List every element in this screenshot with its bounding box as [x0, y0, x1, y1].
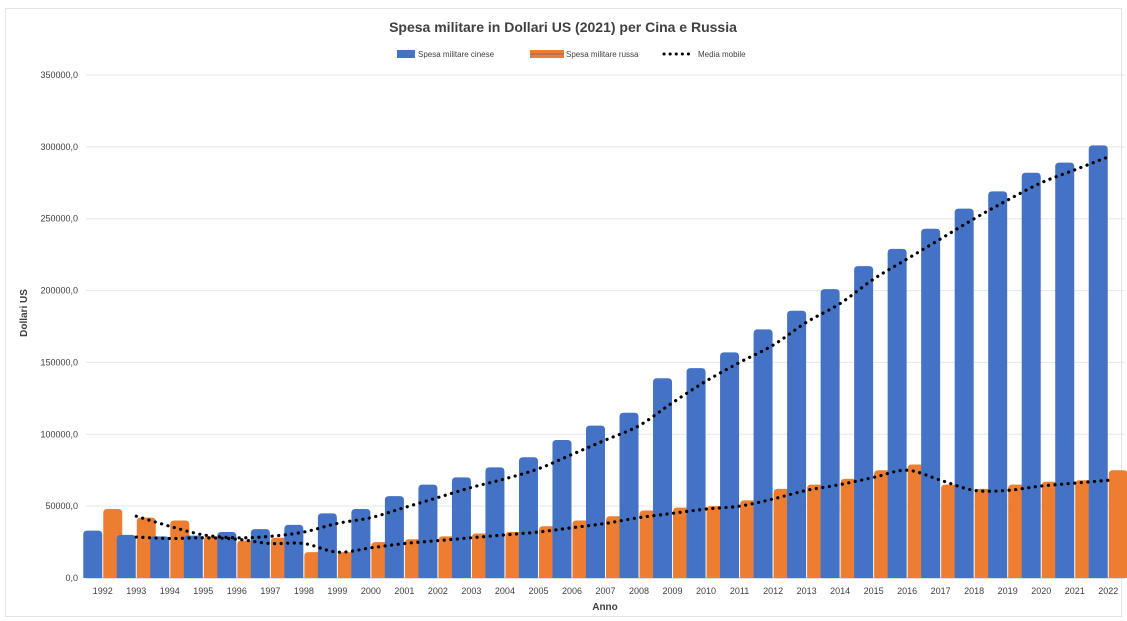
y-tick-label: 0,0 [65, 573, 78, 583]
bar-china-2009 [653, 378, 673, 578]
x-tick-label: 2000 [361, 586, 381, 596]
x-tick-label: 2019 [998, 586, 1018, 596]
x-tick-label: 2006 [562, 586, 582, 596]
y-tick-label: 200000,0 [40, 286, 78, 296]
bar-china-2007 [586, 425, 605, 578]
x-tick-label: 2001 [394, 586, 414, 596]
bar-china-2018 [954, 208, 974, 578]
bar-china-2014 [820, 289, 840, 578]
bar-china-2000 [351, 509, 371, 578]
x-tick-label: 2007 [595, 586, 615, 596]
x-tick-label: 1992 [93, 586, 113, 596]
bar-china-2003 [451, 477, 471, 578]
x-tick-label: 2021 [1065, 586, 1085, 596]
x-tick-label: 1995 [193, 586, 213, 596]
x-tick-label: 1999 [327, 586, 347, 596]
bar-china-1993 [116, 534, 136, 578]
x-tick-label: 2016 [897, 586, 917, 596]
bar-china-1995 [183, 535, 203, 578]
x-tick-label: 2008 [629, 586, 649, 596]
x-axis-ticks: 1992 1993 1994 1995 1996 1997 1998 1999 2000 2001… [93, 586, 1119, 596]
bar-china-2017 [921, 228, 941, 578]
bar-russia-2022 [1108, 470, 1127, 578]
y-axis-ticks: 0,0 50000,0 100000,0 150000,0 200000,0 250000… [40, 70, 78, 583]
legend-swatch-china [397, 50, 415, 58]
bar-china-2016 [887, 248, 907, 578]
y-tick-label: 50000,0 [45, 501, 78, 511]
bar-china-2013 [787, 310, 807, 578]
x-tick-label: 2010 [696, 586, 716, 596]
x-tick-label: 1998 [294, 586, 314, 596]
x-tick-label: 2003 [461, 586, 481, 596]
bar-china-1992 [83, 530, 103, 578]
bar-china-1998 [284, 524, 304, 578]
bar-china-1996 [217, 532, 237, 578]
bar-china-2012 [753, 329, 773, 578]
x-tick-label: 2012 [763, 586, 783, 596]
chart-title: Spesa militare in Dollari US (2021) per … [389, 19, 737, 35]
x-tick-label: 2014 [830, 586, 850, 596]
legend-label-russia: Spesa militare russa [566, 50, 639, 59]
x-tick-label: 2011 [730, 586, 749, 596]
x-tick-label: 2005 [528, 586, 548, 596]
x-tick-label: 1994 [160, 586, 180, 596]
y-tick-label: 150000,0 [40, 357, 78, 367]
trendline-1 [134, 468, 1110, 554]
bar-china-2004 [485, 467, 505, 578]
legend: Spesa militare cinese Spesa militare rus… [397, 50, 746, 59]
bar-china-2006 [552, 440, 572, 578]
bar-china-2011 [720, 352, 740, 578]
bar-china-2008 [619, 412, 639, 578]
bar-china-1999 [317, 513, 337, 578]
bar-china-2001 [384, 496, 404, 578]
y-tick-label: 300000,0 [40, 142, 78, 152]
x-tick-label: 2020 [1031, 586, 1051, 596]
x-tick-label: 2017 [931, 586, 951, 596]
bar-china-2010 [686, 368, 706, 578]
x-tick-label: 1997 [260, 586, 280, 596]
bar-china-2005 [518, 457, 538, 578]
x-tick-label: 2022 [1098, 586, 1118, 596]
x-axis-title: Anno [592, 602, 618, 613]
x-tick-label: 2015 [864, 586, 884, 596]
y-tick-label: 350000,0 [40, 70, 78, 80]
gridlines [86, 74, 1125, 579]
y-axis-title: Dollari US [19, 289, 30, 337]
trendlines [134, 155, 1110, 554]
bar-china-2021 [1055, 162, 1075, 578]
x-tick-label: 2009 [663, 586, 683, 596]
x-tick-label: 2004 [495, 586, 515, 596]
legend-label-trend: Media mobile [698, 50, 746, 59]
x-tick-label: 1996 [227, 586, 247, 596]
x-tick-label: 2018 [964, 586, 984, 596]
bar-china-1994 [150, 536, 170, 578]
legend-label-china: Spesa militare cinese [418, 50, 495, 59]
x-tick-label: 2013 [797, 586, 817, 596]
bar-china-2022 [1088, 145, 1108, 579]
bars [83, 145, 1127, 579]
y-tick-label: 250000,0 [40, 214, 78, 224]
y-tick-label: 100000,0 [40, 429, 78, 439]
x-tick-label: 2002 [428, 586, 448, 596]
bar-china-2020 [1021, 172, 1041, 578]
bar-china-2019 [988, 191, 1008, 578]
bar-china-2002 [418, 484, 438, 578]
bar-china-2015 [854, 266, 874, 578]
x-tick-label: 1993 [126, 586, 146, 596]
